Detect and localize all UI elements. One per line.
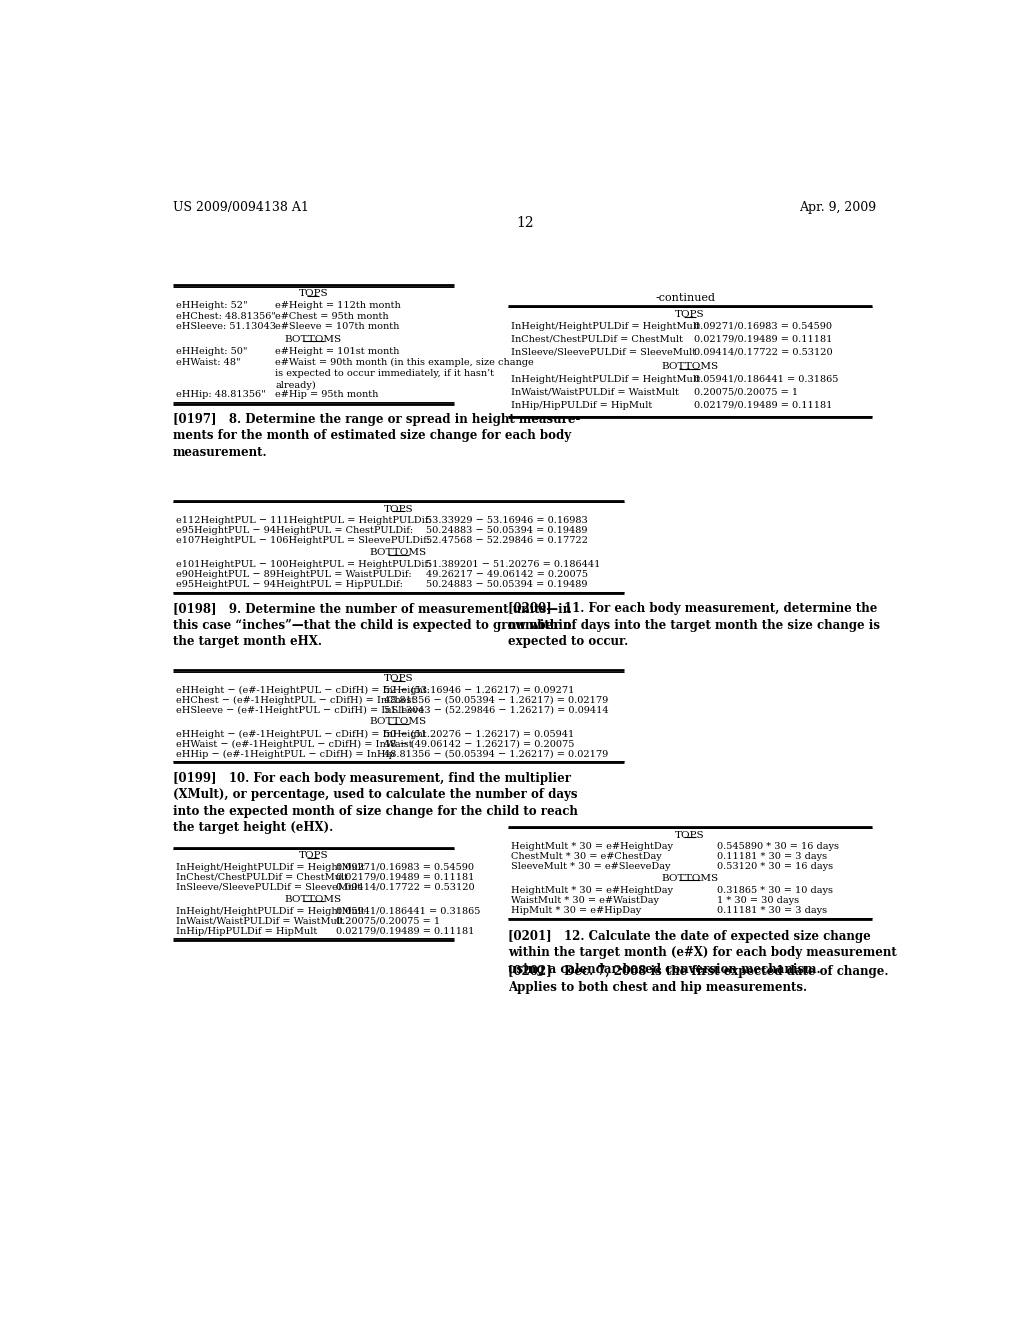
- Text: 53.33929 − 53.16946 = 0.16983: 53.33929 − 53.16946 = 0.16983: [426, 516, 588, 525]
- Text: TOPS: TOPS: [298, 851, 328, 861]
- Text: e#Height = 112th month: e#Height = 112th month: [275, 301, 401, 310]
- Text: 1 * 30 = 30 days: 1 * 30 = 30 days: [717, 896, 799, 906]
- Text: 0.31865 * 30 = 10 days: 0.31865 * 30 = 10 days: [717, 886, 833, 895]
- Text: 0.53120 * 30 = 16 days: 0.53120 * 30 = 16 days: [717, 862, 834, 871]
- Text: InSleeve/SleevePULDif = SleeveMult: InSleeve/SleevePULDif = SleeveMult: [176, 883, 361, 892]
- Text: 0.02179/0.19489 = 0.11181: 0.02179/0.19489 = 0.11181: [336, 927, 474, 936]
- Text: 49.26217 − 49.06142 = 0.20075: 49.26217 − 49.06142 = 0.20075: [426, 570, 589, 579]
- Text: 48.81356 − (50.05394 − 1.26217) = 0.02179: 48.81356 − (50.05394 − 1.26217) = 0.0217…: [384, 696, 608, 705]
- Text: e95HeightPUL − 94HeightPUL = HipPULDif:: e95HeightPUL − 94HeightPUL = HipPULDif:: [176, 581, 402, 589]
- Text: 48.81356 − (50.05394 − 1.26217) = 0.02179: 48.81356 − (50.05394 − 1.26217) = 0.0217…: [384, 750, 608, 759]
- Text: e#Height = 101st month: e#Height = 101st month: [275, 347, 399, 356]
- Text: InSleeve/SleevePULDif = SleeveMult: InSleeve/SleevePULDif = SleeveMult: [511, 348, 696, 356]
- Text: [0202]   Dec. 7, 2008 is the first expected date of change.
Applies to both ches: [0202] Dec. 7, 2008 is the first expecte…: [508, 965, 888, 994]
- Text: e#Hip = 95th month: e#Hip = 95th month: [275, 391, 379, 399]
- Text: HeightMult * 30 = e#HeightDay: HeightMult * 30 = e#HeightDay: [511, 886, 673, 895]
- Text: ChestMult * 30 = e#ChestDay: ChestMult * 30 = e#ChestDay: [511, 853, 662, 861]
- Text: 0.02179/0.19489 = 0.11181: 0.02179/0.19489 = 0.11181: [693, 401, 833, 411]
- Text: eHHip: 48.81356": eHHip: 48.81356": [176, 391, 266, 399]
- Text: 51.13043 − (52.29846 − 1.26217) = 0.09414: 51.13043 − (52.29846 − 1.26217) = 0.0941…: [384, 706, 608, 715]
- Text: eHHeight − (e#-1HeightPUL − cDifH) = InHeight:: eHHeight − (e#-1HeightPUL − cDifH) = InH…: [176, 686, 430, 694]
- Text: HipMult * 30 = e#HipDay: HipMult * 30 = e#HipDay: [511, 906, 641, 915]
- Text: 52 − (53.16946 − 1.26217) = 0.09271: 52 − (53.16946 − 1.26217) = 0.09271: [384, 686, 574, 694]
- Text: BOTTOMS: BOTTOMS: [370, 548, 427, 557]
- Text: BOTTOMS: BOTTOMS: [662, 874, 719, 883]
- Text: 12: 12: [516, 216, 534, 230]
- Text: US 2009/0094138 A1: US 2009/0094138 A1: [173, 201, 309, 214]
- Text: 0.05941/0.186441 = 0.31865: 0.05941/0.186441 = 0.31865: [336, 907, 480, 916]
- Text: 0.05941/0.186441 = 0.31865: 0.05941/0.186441 = 0.31865: [693, 375, 838, 384]
- Text: TOPS: TOPS: [384, 506, 414, 513]
- Text: BOTTOMS: BOTTOMS: [662, 363, 719, 371]
- Text: TOPS: TOPS: [384, 675, 414, 684]
- Text: 0.09271/0.16983 = 0.54590: 0.09271/0.16983 = 0.54590: [336, 863, 474, 873]
- Text: 50 − (51.20276 − 1.26217) = 0.05941: 50 − (51.20276 − 1.26217) = 0.05941: [384, 730, 574, 739]
- Text: e101HeightPUL − 100HeightPUL = HeightPULDif:: e101HeightPUL − 100HeightPUL = HeightPUL…: [176, 561, 431, 569]
- Text: 48 − (49.06142 − 1.26217) = 0.20075: 48 − (49.06142 − 1.26217) = 0.20075: [384, 739, 574, 748]
- Text: InWaist/WaistPULDif = WaistMult: InWaist/WaistPULDif = WaistMult: [176, 917, 344, 925]
- Text: eHChest: 48.81356": eHChest: 48.81356": [176, 312, 276, 321]
- Text: 0.545890 * 30 = 16 days: 0.545890 * 30 = 16 days: [717, 842, 839, 851]
- Text: BOTTOMS: BOTTOMS: [285, 335, 342, 343]
- Text: 0.11181 * 30 = 3 days: 0.11181 * 30 = 3 days: [717, 906, 827, 915]
- Text: InHeight/HeightPULDif = HeightMult: InHeight/HeightPULDif = HeightMult: [511, 322, 699, 330]
- Text: eHHeight: 52": eHHeight: 52": [176, 301, 248, 310]
- Text: e#Waist = 90th month (in this example, size change
is expected to occur immediat: e#Waist = 90th month (in this example, s…: [275, 358, 534, 389]
- Text: SleeveMult * 30 = e#SleeveDay: SleeveMult * 30 = e#SleeveDay: [511, 862, 671, 871]
- Text: 0.11181 * 30 = 3 days: 0.11181 * 30 = 3 days: [717, 853, 827, 861]
- Text: InHip/HipPULDif = HipMult: InHip/HipPULDif = HipMult: [511, 401, 652, 411]
- Text: [0201]   12. Calculate the date of expected size change
within the target month : [0201] 12. Calculate the date of expecte…: [508, 929, 896, 975]
- Text: eHHip − (e#-1HeightPUL − cDifH) = InHip: eHHip − (e#-1HeightPUL − cDifH) = InHip: [176, 750, 395, 759]
- Text: 50.24883 − 50.05394 = 0.19489: 50.24883 − 50.05394 = 0.19489: [426, 581, 588, 589]
- Text: eHWaist − (e#-1HeightPUL − cDifH) = InWaist: eHWaist − (e#-1HeightPUL − cDifH) = InWa…: [176, 739, 413, 748]
- Text: 0.02179/0.19489 = 0.11181: 0.02179/0.19489 = 0.11181: [336, 873, 474, 882]
- Text: InChest/ChestPULDif = ChestMult: InChest/ChestPULDif = ChestMult: [511, 335, 683, 343]
- Text: eHHeight: 50": eHHeight: 50": [176, 347, 248, 356]
- Text: 0.20075/0.20075 = 1: 0.20075/0.20075 = 1: [693, 388, 798, 397]
- Text: 0.09414/0.17722 = 0.53120: 0.09414/0.17722 = 0.53120: [693, 348, 833, 356]
- Text: 0.02179/0.19489 = 0.11181: 0.02179/0.19489 = 0.11181: [693, 335, 833, 343]
- Text: e#Chest = 95th month: e#Chest = 95th month: [275, 312, 389, 321]
- Text: e90HeightPUL − 89HeightPUL = WaistPULDif:: e90HeightPUL − 89HeightPUL = WaistPULDif…: [176, 570, 412, 579]
- Text: [0199]   10. For each body measurement, find the multiplier
(XMult), or percenta: [0199] 10. For each body measurement, fi…: [173, 772, 578, 834]
- Text: [0200]   11. For each body measurement, determine the
number of days into the ta: [0200] 11. For each body measurement, de…: [508, 602, 880, 648]
- Text: TOPS: TOPS: [675, 830, 705, 840]
- Text: HeightMult * 30 = e#HeightDay: HeightMult * 30 = e#HeightDay: [511, 842, 673, 851]
- Text: Apr. 9, 2009: Apr. 9, 2009: [800, 201, 877, 214]
- Text: 50.24883 − 50.05394 = 0.19489: 50.24883 − 50.05394 = 0.19489: [426, 527, 588, 536]
- Text: 0.09271/0.16983 = 0.54590: 0.09271/0.16983 = 0.54590: [693, 322, 831, 330]
- Text: -continued: -continued: [656, 293, 716, 304]
- Text: eHWaist: 48": eHWaist: 48": [176, 358, 241, 367]
- Text: e107HeightPUL − 106HeightPUL = SleevePULDif:: e107HeightPUL − 106HeightPUL = SleevePUL…: [176, 536, 430, 545]
- Text: WaistMult * 30 = e#WaistDay: WaistMult * 30 = e#WaistDay: [511, 896, 658, 906]
- Text: BOTTOMS: BOTTOMS: [370, 718, 427, 726]
- Text: TOPS: TOPS: [298, 289, 328, 298]
- Text: InHip/HipPULDif = HipMult: InHip/HipPULDif = HipMult: [176, 927, 317, 936]
- Text: [0198]   9. Determine the number of measurement units—in
this case “inches”—that: [0198] 9. Determine the number of measur…: [173, 602, 571, 648]
- Text: eHHeight − (e#-1HeightPUL − cDifH) = InHeight: eHHeight − (e#-1HeightPUL − cDifH) = InH…: [176, 730, 427, 739]
- Text: eHSleeve − (e#-1HeightPUL − cDifH) = InSleeve: eHSleeve − (e#-1HeightPUL − cDifH) = InS…: [176, 706, 424, 715]
- Text: e95HeightPUL − 94HeightPUL = ChestPULDif:: e95HeightPUL − 94HeightPUL = ChestPULDif…: [176, 527, 413, 536]
- Text: eHSleeve: 51.13043: eHSleeve: 51.13043: [176, 322, 276, 331]
- Text: [0197]   8. Determine the range or spread in height measure-
ments for the month: [0197] 8. Determine the range or spread …: [173, 413, 581, 459]
- Text: e#Sleeve = 107th month: e#Sleeve = 107th month: [275, 322, 399, 331]
- Text: 52.47568 − 52.29846 = 0.17722: 52.47568 − 52.29846 = 0.17722: [426, 536, 589, 545]
- Text: 0.20075/0.20075 = 1: 0.20075/0.20075 = 1: [336, 917, 440, 925]
- Text: eHChest − (e#-1HeightPUL − cDifH) = InChest: eHChest − (e#-1HeightPUL − cDifH) = InCh…: [176, 696, 416, 705]
- Text: TOPS: TOPS: [675, 310, 705, 319]
- Text: 0.09414/0.17722 = 0.53120: 0.09414/0.17722 = 0.53120: [336, 883, 474, 892]
- Text: InHeight/HeightPULDif = HeightMult: InHeight/HeightPULDif = HeightMult: [176, 863, 365, 873]
- Text: InChest/ChestPULDif = ChestMult: InChest/ChestPULDif = ChestMult: [176, 873, 348, 882]
- Text: e112HeightPUL − 111HeightPUL = HeightPULDif:: e112HeightPUL − 111HeightPUL = HeightPUL…: [176, 516, 432, 525]
- Text: BOTTOMS: BOTTOMS: [285, 895, 342, 903]
- Text: InHeight/HeightPULDif = HeightMult: InHeight/HeightPULDif = HeightMult: [176, 907, 365, 916]
- Text: InWaist/WaistPULDif = WaistMult: InWaist/WaistPULDif = WaistMult: [511, 388, 679, 397]
- Text: 51.389201 − 51.20276 = 0.186441: 51.389201 − 51.20276 = 0.186441: [426, 561, 601, 569]
- Text: InHeight/HeightPULDif = HeightMult: InHeight/HeightPULDif = HeightMult: [511, 375, 699, 384]
